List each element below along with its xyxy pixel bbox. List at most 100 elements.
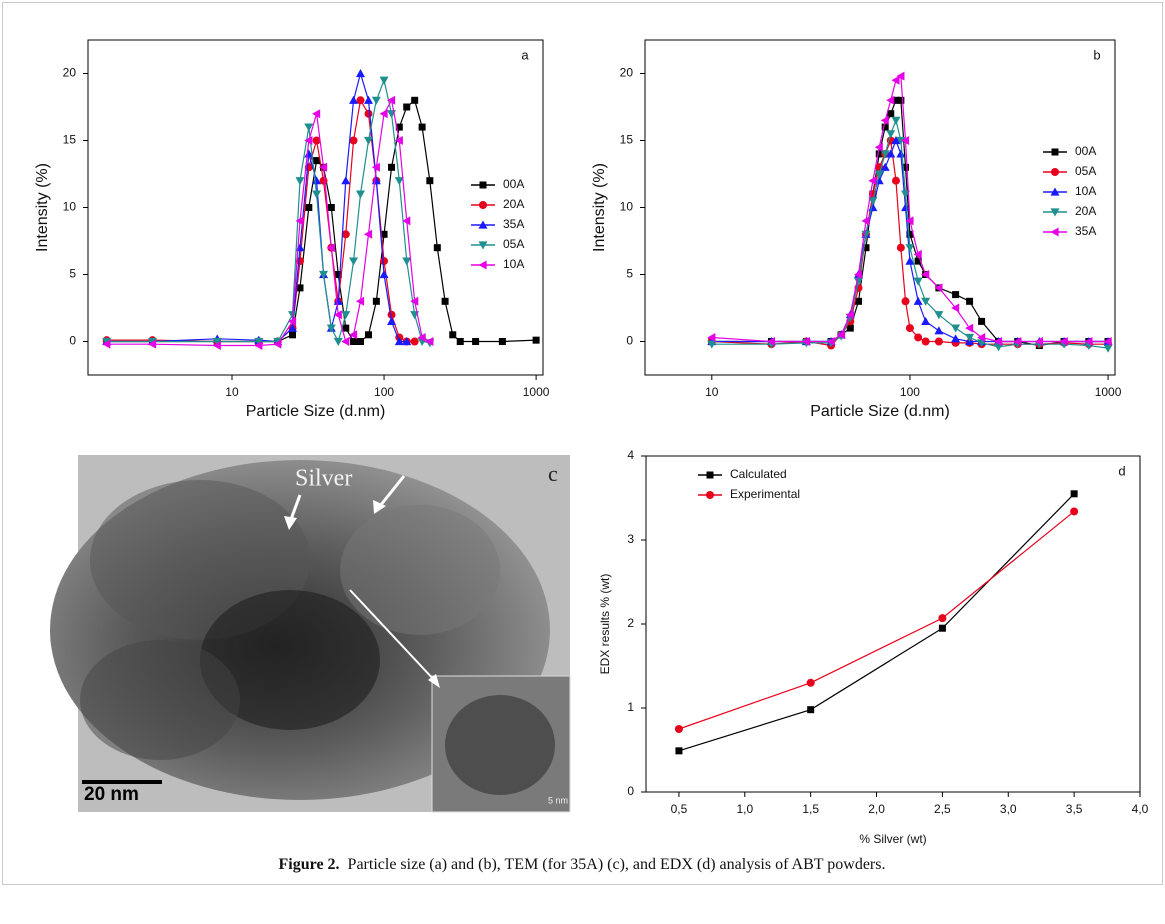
scale-bar-label: 20 nm	[84, 784, 139, 805]
marker	[901, 136, 910, 145]
marker	[402, 257, 412, 266]
marker	[304, 136, 313, 145]
x-tick-label: 1000	[523, 385, 550, 399]
marker	[766, 337, 776, 346]
marker	[913, 296, 923, 305]
legend-marker	[478, 260, 487, 270]
tem-particle	[200, 590, 380, 730]
marker	[801, 337, 810, 346]
arrow-head	[428, 674, 440, 688]
x-axis-label: Particle Size (d.nm)	[810, 403, 950, 420]
y-tick-label: 0	[69, 334, 76, 348]
legend-label: Calculated	[730, 467, 787, 481]
marker	[901, 190, 911, 199]
marker	[287, 323, 297, 332]
marker	[861, 216, 870, 226]
marker	[349, 95, 359, 104]
legend-label: 10A	[503, 257, 524, 271]
marker	[905, 256, 915, 265]
marker	[472, 338, 480, 345]
marker	[304, 123, 314, 132]
marker	[707, 332, 716, 342]
marker	[854, 297, 862, 305]
marker	[288, 331, 296, 339]
x-tick-label: 3,5	[1066, 802, 1083, 816]
marker	[380, 230, 388, 238]
tem-image: Silver c 20 nm 5 nm	[50, 455, 571, 813]
chart: 10 100 1000 0 5 10 15 20 Particle Size (d.nm) Int…	[591, 39, 1122, 420]
panel-label: b	[1093, 47, 1100, 62]
marker	[938, 624, 946, 632]
annotation: Silver	[295, 466, 352, 492]
marker	[349, 136, 358, 145]
marker	[826, 337, 835, 346]
legend-label: 20A	[503, 197, 524, 211]
marker	[707, 340, 717, 349]
marker	[147, 339, 157, 349]
marker	[951, 324, 961, 333]
marker	[896, 136, 906, 145]
y-tick-label: 20	[63, 66, 77, 80]
marker	[380, 257, 389, 266]
marker	[341, 176, 351, 185]
marker	[273, 339, 282, 349]
series-line	[711, 118, 1109, 349]
marker	[853, 270, 863, 279]
legend-marker	[1050, 208, 1060, 217]
series-line	[678, 493, 1075, 752]
marker	[891, 136, 901, 145]
marker	[312, 190, 322, 199]
marker	[379, 109, 388, 119]
marker	[364, 109, 373, 118]
marker	[304, 149, 314, 158]
legend-label: 00A	[1075, 144, 1096, 158]
marker	[896, 243, 905, 252]
y-tick-label: 10	[620, 200, 634, 214]
marker	[806, 678, 815, 687]
marker	[305, 204, 313, 211]
y-tick-label: 4	[627, 448, 634, 462]
legend-marker	[1050, 227, 1059, 237]
marker	[913, 249, 922, 259]
y-tick-label: 5	[69, 267, 76, 281]
marker	[892, 96, 900, 104]
marker	[952, 291, 960, 299]
marker	[887, 110, 895, 118]
marker	[326, 243, 335, 253]
marker	[341, 311, 351, 320]
marker	[433, 244, 441, 252]
marker	[372, 297, 380, 305]
x-tick-label: 100	[900, 385, 920, 399]
marker	[881, 123, 889, 131]
marker	[891, 116, 901, 125]
marker	[966, 297, 974, 305]
legend-label: 35A	[503, 217, 524, 231]
marker	[886, 95, 895, 105]
figure-frame	[2, 2, 1163, 885]
marker	[868, 176, 877, 186]
marker	[312, 136, 321, 145]
series-line	[106, 99, 537, 343]
tem-particle	[80, 640, 240, 760]
marker	[410, 337, 419, 346]
marker	[901, 203, 911, 212]
marker	[394, 177, 404, 186]
legend-label: Experimental	[730, 487, 800, 501]
legend-marker	[478, 220, 488, 229]
marker	[312, 109, 321, 119]
series-line	[678, 510, 1075, 730]
x-tick-label: 1000	[1095, 385, 1122, 399]
marker	[333, 296, 343, 305]
marker	[363, 95, 373, 104]
marker	[312, 176, 322, 185]
marker	[921, 316, 931, 325]
marker	[350, 338, 358, 345]
marker	[319, 162, 328, 172]
x-tick-label: 10	[705, 385, 719, 399]
marker	[906, 230, 914, 238]
marker	[356, 338, 364, 345]
marker	[994, 337, 1003, 346]
arrow-head	[373, 500, 386, 514]
marker	[1103, 344, 1113, 353]
legend-marker	[706, 491, 714, 499]
